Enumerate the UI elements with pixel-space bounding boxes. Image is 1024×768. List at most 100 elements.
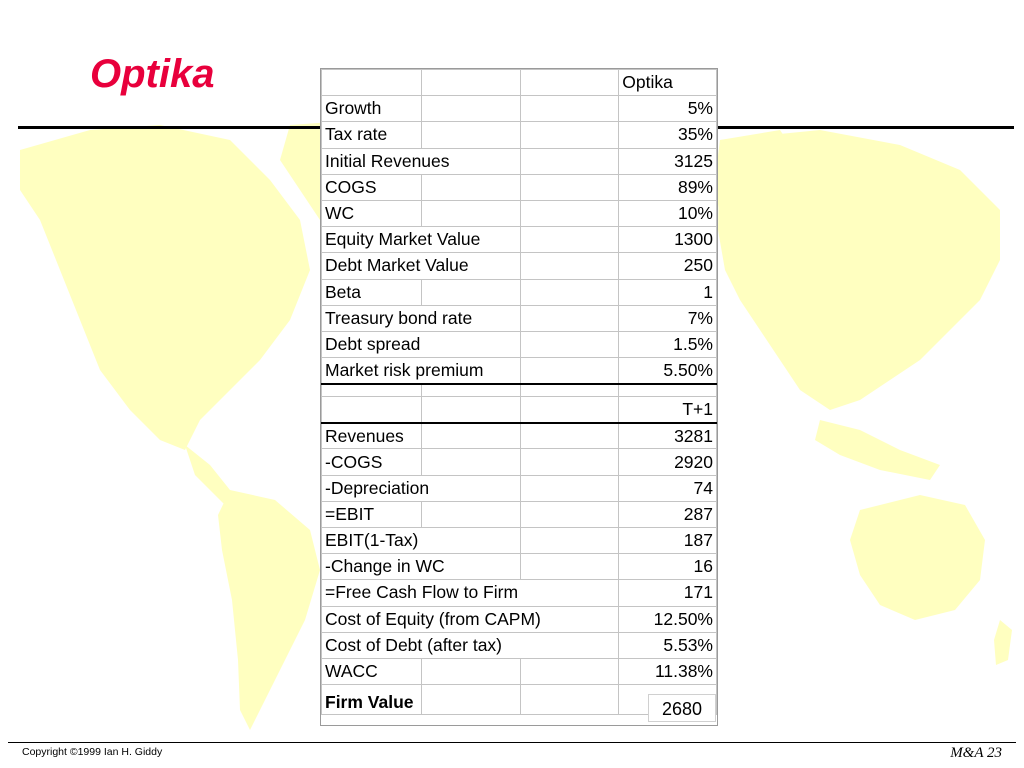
firm-value-row: Firm Value <box>321 684 717 716</box>
cell <box>420 173 521 201</box>
cell <box>420 500 521 529</box>
firm-value-label: Firm Value <box>321 684 422 716</box>
table-row: COGS 89% <box>321 173 717 201</box>
cell <box>519 121 620 149</box>
row-value: 1300 <box>618 226 717 254</box>
cell <box>519 226 620 254</box>
row-label: Growth <box>321 95 422 123</box>
row-value: 11.38% <box>618 657 717 686</box>
cell <box>519 500 620 529</box>
map-new-zealand <box>994 620 1012 665</box>
table-row: Market risk premium 5.50% <box>321 357 717 385</box>
cell <box>519 474 620 502</box>
row-label: Cost of Equity (from CAPM) <box>320 605 620 633</box>
row-value: 187 <box>618 526 717 555</box>
row-label: EBIT(1-Tax) <box>321 526 521 555</box>
row-value: 10% <box>618 199 717 228</box>
table-row: -Depreciation 74 <box>321 474 717 502</box>
cell <box>321 68 422 97</box>
cell <box>519 684 620 716</box>
row-label: COGS <box>321 173 422 201</box>
cell <box>519 147 620 175</box>
table-row: Revenues 3281 <box>321 422 717 450</box>
table-row: =EBIT 287 <box>321 500 717 529</box>
row-label: Debt spread <box>321 330 521 359</box>
row-label: -COGS <box>321 448 422 476</box>
cell <box>420 68 521 97</box>
cell <box>420 422 521 450</box>
cell <box>519 383 620 398</box>
table-row: EBIT(1-Tax) 187 <box>321 526 717 555</box>
cell <box>519 304 620 332</box>
row-value: 5.50% <box>618 357 717 385</box>
cell <box>420 278 521 306</box>
map-south-america <box>218 490 320 730</box>
table-row: Cost of Equity (from CAPM) 12.50% <box>320 605 717 633</box>
cell <box>519 95 620 123</box>
table-row: -COGS 2920 <box>321 448 717 476</box>
slide-title: Optika <box>90 52 215 96</box>
row-value: 16 <box>618 553 717 581</box>
cell <box>519 357 620 385</box>
row-label: Cost of Debt (after tax) <box>320 631 620 659</box>
cell <box>420 95 521 123</box>
row-label: -Change in WC <box>321 553 521 581</box>
cell <box>519 199 620 228</box>
table-row: WACC 11.38% <box>321 657 717 686</box>
table-row: Tax rate 35% <box>321 121 717 149</box>
map-southeast-asia <box>815 420 940 480</box>
row-label: WACC <box>321 657 422 686</box>
row-label: -Depreciation <box>321 474 521 502</box>
cell <box>618 383 717 398</box>
cell <box>420 383 521 398</box>
cell <box>420 684 521 716</box>
map-australia <box>850 495 985 620</box>
row-value: 287 <box>618 500 717 529</box>
row-label: Beta <box>321 278 422 306</box>
cell <box>420 199 521 228</box>
spacer-row <box>321 383 717 398</box>
row-value: 5% <box>618 95 717 123</box>
row-value: 250 <box>618 252 717 280</box>
projection-header: T+1 <box>618 396 717 424</box>
row-value: 3125 <box>618 147 717 175</box>
cell <box>420 657 521 686</box>
row-label: Treasury bond rate <box>321 304 521 332</box>
row-value: 1.5% <box>618 330 717 359</box>
cell <box>519 330 620 359</box>
row-value: 5.53% <box>618 631 717 659</box>
row-label: =Free Cash Flow to Firm <box>320 579 620 607</box>
table-row: Equity Market Value 1300 <box>321 226 717 254</box>
row-value: 2920 <box>618 448 717 476</box>
map-asia <box>718 130 1000 410</box>
footer-rule <box>8 742 1016 743</box>
cell <box>321 396 422 424</box>
cell <box>519 553 620 581</box>
cell <box>519 68 620 97</box>
row-value: 89% <box>618 173 717 201</box>
copyright-text: Copyright ©1999 Ian H. Giddy <box>22 746 163 758</box>
row-label: Equity Market Value <box>321 226 521 254</box>
table-row: -Change in WC 16 <box>321 553 717 581</box>
spreadsheet-table: Optika Growth 5% Tax rate 35% Initial Reve… <box>320 68 717 716</box>
cell <box>519 173 620 201</box>
world-map-background <box>20 120 1012 730</box>
inputs-header: Optika <box>618 68 717 97</box>
cell <box>519 448 620 476</box>
cell <box>321 383 422 398</box>
table-row: Beta 1 <box>321 278 717 306</box>
row-value: 7% <box>618 304 717 332</box>
slide-number: M&A 23 <box>950 745 1002 761</box>
table-row: Treasury bond rate 7% <box>321 304 717 332</box>
row-label: WC <box>321 199 422 228</box>
inputs-header-row: Optika <box>321 68 717 97</box>
projection-header-row: T+1 <box>321 396 717 424</box>
row-value: 1 <box>618 278 717 306</box>
row-label: =EBIT <box>321 500 422 529</box>
row-value: 3281 <box>618 422 717 450</box>
map-north-america <box>20 125 310 450</box>
row-label: Debt Market Value <box>321 252 521 280</box>
table-row: Initial Revenues 3125 <box>321 147 717 175</box>
spreadsheet: Optika Growth 5% Tax rate 35% Initial Reve… <box>320 68 718 726</box>
cell <box>420 121 521 149</box>
